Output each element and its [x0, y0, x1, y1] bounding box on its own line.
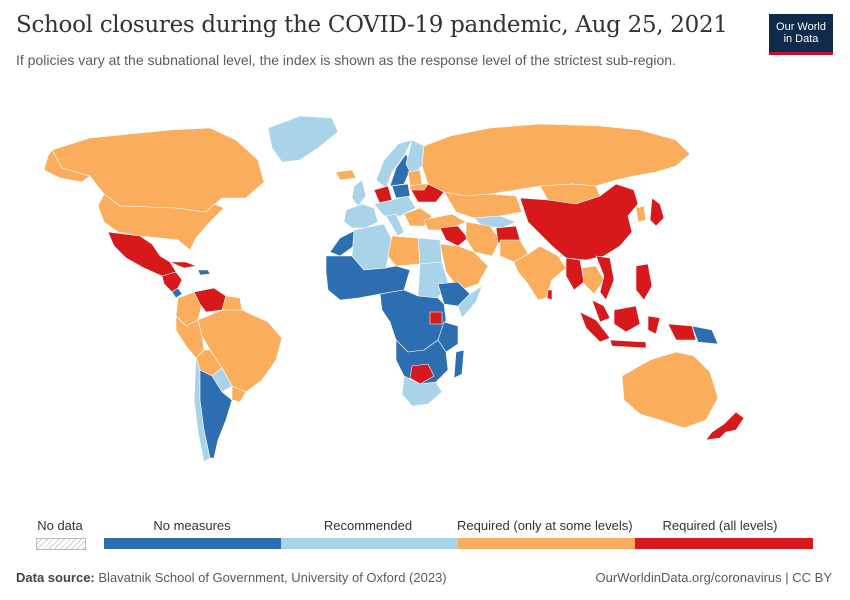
region-usa[interactable] — [97, 193, 225, 251]
legend-no-data-label: No data — [37, 518, 83, 533]
region-sulawesi[interactable] — [647, 315, 661, 335]
legend-label-no-measures: No measures — [153, 518, 231, 533]
region-cuba[interactable] — [169, 261, 197, 269]
region-hispaniola[interactable] — [197, 269, 211, 276]
legend-no-data-swatch[interactable] — [36, 538, 86, 550]
region-uganda[interactable] — [429, 311, 443, 325]
region-belarus[interactable] — [409, 183, 429, 191]
owid-logo[interactable]: Our World in Data — [769, 14, 833, 55]
legend-bin-no-measures[interactable] — [104, 538, 281, 549]
region-china[interactable] — [519, 183, 639, 261]
region-vietnam[interactable] — [595, 255, 615, 301]
legend-bin-required-all[interactable] — [635, 538, 813, 549]
logo-line-2: in Data — [783, 33, 819, 45]
legend-bin-required-some[interactable] — [458, 538, 635, 549]
region-japan[interactable] — [649, 197, 665, 227]
region-libya[interactable] — [387, 235, 421, 267]
region-poland[interactable] — [391, 183, 411, 199]
region-new-zealand[interactable] — [705, 411, 745, 441]
region-zimbabwe[interactable] — [409, 363, 435, 385]
region-italy[interactable] — [385, 213, 405, 237]
region-baltics[interactable] — [407, 169, 423, 187]
region-central-europe[interactable] — [373, 195, 417, 217]
region-norway[interactable] — [375, 139, 413, 189]
region-malaysia[interactable] — [591, 299, 611, 323]
world-map — [43, 115, 745, 463]
region-alaska[interactable] — [43, 149, 91, 183]
region-philippines[interactable] — [635, 263, 653, 301]
footer-link[interactable]: OurWorldinData.org/coronavirus | CC BY — [595, 570, 832, 585]
region-java[interactable] — [609, 339, 647, 349]
region-uk[interactable] — [351, 179, 367, 207]
legend-bin-recommended[interactable] — [281, 538, 458, 549]
region-kazakhstan[interactable] — [443, 191, 523, 219]
region-sumatra[interactable] — [579, 311, 611, 343]
data-source-text: Blavatnik School of Government, Universi… — [94, 570, 447, 585]
region-somalia[interactable] — [457, 285, 483, 319]
region-borneo[interactable] — [613, 305, 641, 333]
data-source-label: Data source: — [16, 570, 95, 585]
region-canada[interactable] — [51, 127, 265, 213]
region-egypt[interactable] — [417, 237, 443, 265]
region-myanmar[interactable] — [565, 257, 585, 291]
region-saudi[interactable] — [439, 243, 489, 291]
region-australia[interactable] — [621, 351, 719, 429]
region-iran[interactable] — [465, 221, 501, 257]
region-thailand[interactable] — [581, 265, 605, 295]
logo-line-1: Our World — [776, 21, 826, 33]
region-south-africa[interactable] — [401, 375, 443, 407]
legend-label-required-some: Required (only at some levels) — [457, 518, 633, 533]
region-greenland[interactable] — [267, 115, 339, 163]
region-sri-lanka[interactable] — [546, 289, 553, 301]
legend-label-recommended: Recommended — [323, 518, 413, 533]
chart-title: School closures during the COVID-19 pand… — [16, 12, 728, 38]
chart-subtitle: If policies vary at the subnational leve… — [16, 52, 676, 68]
region-png[interactable] — [691, 325, 719, 345]
region-france-iberia[interactable] — [343, 203, 379, 229]
region-papua[interactable] — [667, 323, 697, 341]
region-korea[interactable] — [635, 205, 647, 223]
region-east-africa[interactable] — [437, 321, 459, 353]
legend-label-required-all: Required (all levels) — [662, 518, 778, 533]
region-uruguay[interactable] — [231, 385, 247, 403]
region-panama[interactable] — [171, 287, 183, 299]
region-madagascar[interactable] — [453, 349, 465, 379]
region-iceland[interactable] — [335, 169, 357, 181]
region-argentina[interactable] — [199, 369, 233, 459]
region-india[interactable] — [513, 245, 567, 301]
region-syria-iraq[interactable] — [439, 225, 469, 247]
data-source: Data source: Blavatnik School of Governm… — [16, 570, 447, 585]
region-southern-africa[interactable] — [395, 339, 449, 385]
